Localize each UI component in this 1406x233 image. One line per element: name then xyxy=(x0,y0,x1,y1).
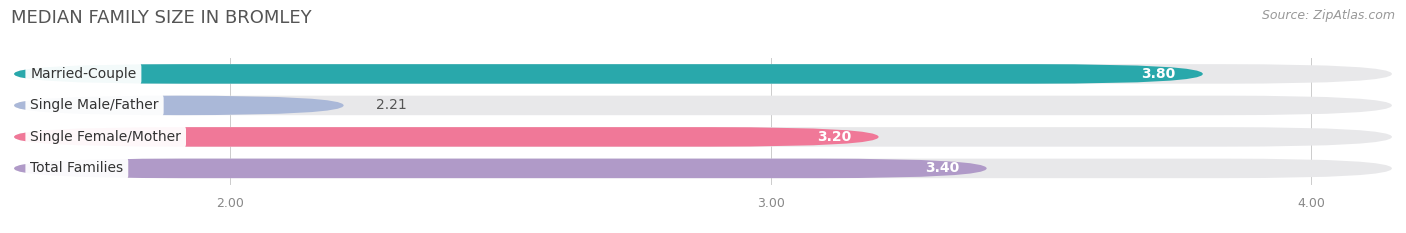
Text: 3.80: 3.80 xyxy=(1142,67,1175,81)
Text: Source: ZipAtlas.com: Source: ZipAtlas.com xyxy=(1261,9,1395,22)
FancyBboxPatch shape xyxy=(14,127,879,147)
Text: Single Female/Mother: Single Female/Mother xyxy=(31,130,181,144)
Text: 3.40: 3.40 xyxy=(925,161,960,175)
Text: Total Families: Total Families xyxy=(31,161,124,175)
FancyBboxPatch shape xyxy=(14,64,1202,84)
FancyBboxPatch shape xyxy=(14,96,343,115)
Text: Married-Couple: Married-Couple xyxy=(31,67,136,81)
FancyBboxPatch shape xyxy=(14,96,1392,115)
Text: Single Male/Father: Single Male/Father xyxy=(31,98,159,112)
Text: MEDIAN FAMILY SIZE IN BROMLEY: MEDIAN FAMILY SIZE IN BROMLEY xyxy=(11,9,312,27)
Text: 2.21: 2.21 xyxy=(375,98,406,112)
FancyBboxPatch shape xyxy=(14,159,1392,178)
FancyBboxPatch shape xyxy=(14,159,987,178)
FancyBboxPatch shape xyxy=(14,64,1392,84)
FancyBboxPatch shape xyxy=(14,127,1392,147)
Text: 3.20: 3.20 xyxy=(817,130,852,144)
